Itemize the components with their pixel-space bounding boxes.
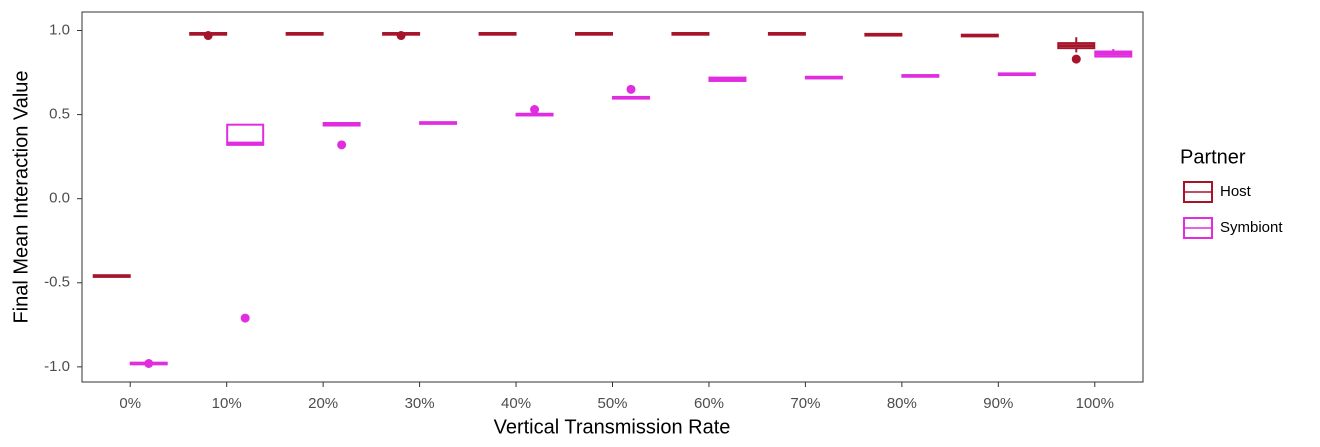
x-tick-label: 50% <box>597 395 627 412</box>
outlier <box>626 84 636 94</box>
x-tick-label: 90% <box>983 395 1013 412</box>
outlier <box>530 105 540 115</box>
outlier <box>396 31 406 41</box>
x-tick-label: 60% <box>694 395 724 412</box>
y-tick-label: -1.0 <box>44 358 70 375</box>
outlier <box>203 31 213 41</box>
x-tick-label: 30% <box>405 395 435 412</box>
y-tick-label: 0.0 <box>49 190 70 207</box>
x-tick-label: 10% <box>212 395 242 412</box>
outlier <box>1071 54 1081 64</box>
box <box>226 123 265 146</box>
outlier <box>240 313 250 323</box>
y-tick-label: -0.5 <box>44 274 70 291</box>
x-tick-label: 100% <box>1076 395 1114 412</box>
y-axis-title: Final Mean Interaction Value <box>10 70 32 323</box>
outlier <box>337 140 347 150</box>
x-tick-label: 40% <box>501 395 531 412</box>
x-tick-label: 20% <box>308 395 338 412</box>
plot-frame <box>81 11 1144 383</box>
y-tick-label: 0.5 <box>49 106 70 123</box>
legend-label: Symbiont <box>1220 219 1283 236</box>
y-tick-label: 1.0 <box>49 21 70 38</box>
outlier <box>144 359 154 368</box>
x-tick-label: 70% <box>790 395 820 412</box>
legend-label: Host <box>1220 183 1252 200</box>
x-tick-label: 80% <box>887 395 917 412</box>
x-axis-title: Vertical Transmission Rate <box>494 416 731 438</box>
x-tick-label: 0% <box>119 395 141 412</box>
legend-title: Partner <box>1180 146 1246 168</box>
